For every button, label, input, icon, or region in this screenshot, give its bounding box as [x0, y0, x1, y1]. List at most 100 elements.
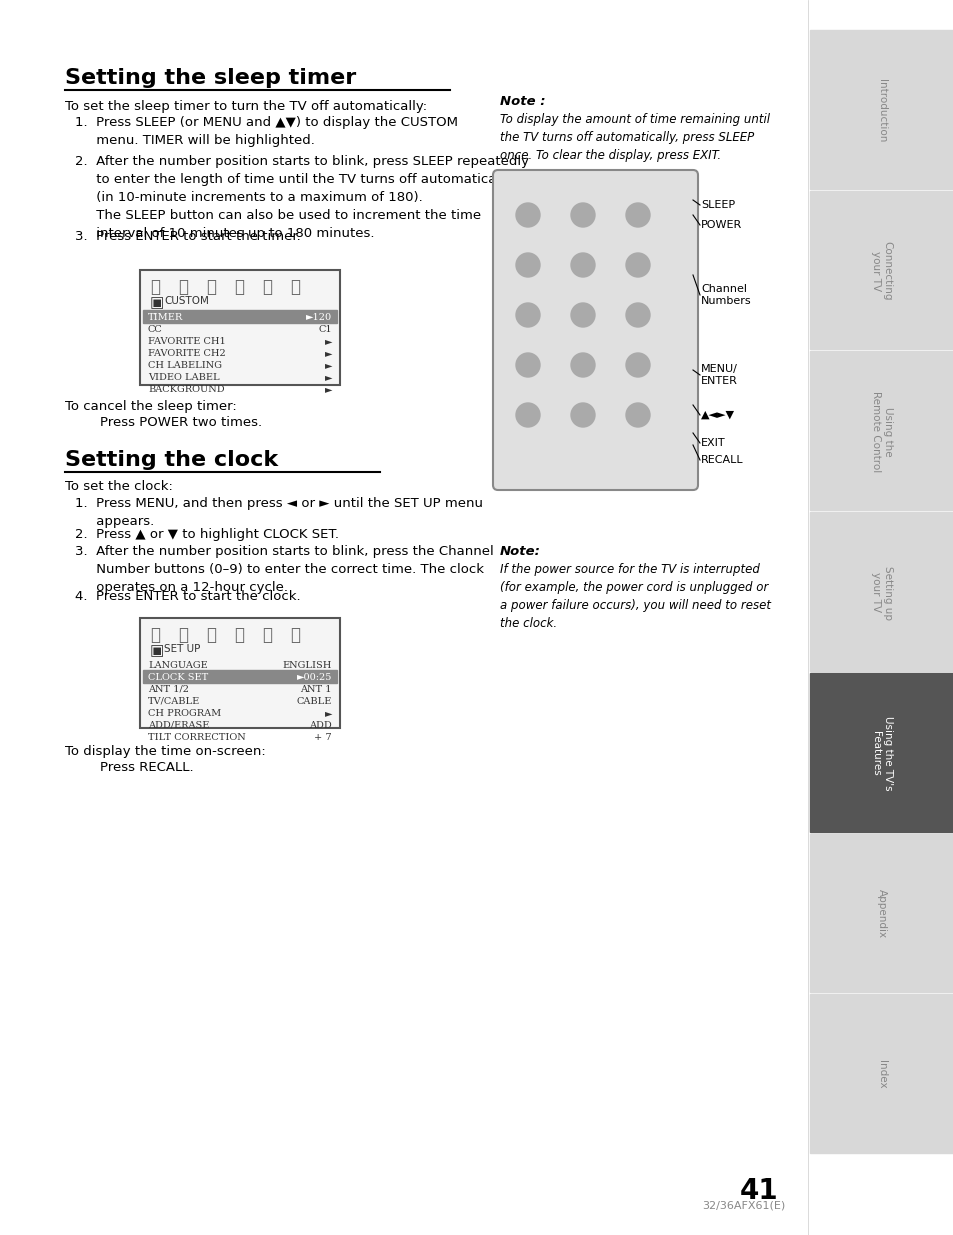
Text: FAVORITE CH1: FAVORITE CH1 — [148, 337, 226, 346]
Text: ▲◄►▼: ▲◄►▼ — [700, 410, 734, 420]
Text: SLEEP: SLEEP — [700, 200, 735, 210]
Text: C1: C1 — [318, 325, 332, 333]
Text: ▣: ▣ — [150, 643, 164, 658]
Text: 1.  Press MENU, and then press ◄ or ► until the SET UP menu
     appears.: 1. Press MENU, and then press ◄ or ► unt… — [75, 496, 482, 529]
FancyBboxPatch shape — [493, 170, 698, 490]
Bar — [809, 994, 953, 1153]
Bar — [143, 671, 336, 683]
Text: FAVORITE CH2: FAVORITE CH2 — [148, 350, 226, 358]
Circle shape — [625, 403, 649, 427]
Text: ⬜: ⬜ — [290, 278, 299, 296]
Text: To set the sleep timer to turn the TV off automatically:: To set the sleep timer to turn the TV of… — [65, 100, 427, 112]
Text: To cancel the sleep timer:: To cancel the sleep timer: — [65, 400, 236, 412]
Text: CUSTOM: CUSTOM — [164, 296, 209, 306]
Text: ANT 1: ANT 1 — [300, 685, 332, 694]
Bar — [143, 310, 336, 324]
Circle shape — [625, 303, 649, 327]
Text: ▣: ▣ — [150, 295, 164, 310]
Text: ⬜: ⬜ — [178, 278, 188, 296]
Text: CLOCK SET: CLOCK SET — [148, 673, 208, 682]
Bar — [809, 834, 953, 992]
Text: Using the
Remote Control: Using the Remote Control — [870, 391, 892, 473]
Circle shape — [516, 353, 539, 377]
Bar — [140, 270, 339, 385]
Text: ⬜: ⬜ — [233, 626, 244, 643]
Text: ⬜: ⬜ — [150, 278, 160, 296]
Text: Press RECALL.: Press RECALL. — [100, 761, 193, 774]
Text: ►: ► — [324, 361, 332, 370]
Text: If the power source for the TV is interrupted
(for example, the power cord is un: If the power source for the TV is interr… — [499, 563, 770, 630]
Bar — [809, 352, 953, 510]
Circle shape — [516, 253, 539, 277]
Text: To display the amount of time remaining until
the TV turns off automatically, pr: To display the amount of time remaining … — [499, 112, 769, 162]
Text: ►: ► — [324, 337, 332, 346]
Circle shape — [625, 353, 649, 377]
Text: Setting the clock: Setting the clock — [65, 450, 278, 471]
Text: 2.  After the number position starts to blink, press SLEEP repeatedly
     to en: 2. After the number position starts to b… — [75, 156, 529, 240]
Text: SET UP: SET UP — [164, 643, 200, 655]
Text: ADD/ERASE: ADD/ERASE — [148, 721, 209, 730]
Text: Note:: Note: — [499, 545, 540, 558]
Text: CC: CC — [148, 325, 163, 333]
Text: RECALL: RECALL — [700, 454, 742, 466]
Text: POWER: POWER — [700, 220, 741, 230]
Text: Appendix: Appendix — [876, 889, 886, 939]
Text: TILT CORRECTION: TILT CORRECTION — [148, 734, 246, 742]
Text: 2.  Press ▲ or ▼ to highlight CLOCK SET.: 2. Press ▲ or ▼ to highlight CLOCK SET. — [75, 529, 338, 541]
Circle shape — [516, 203, 539, 227]
Text: 3.  After the number position starts to blink, press the Channel
     Number but: 3. After the number position starts to b… — [75, 545, 494, 594]
Text: Connecting
your TV: Connecting your TV — [870, 241, 892, 301]
Text: ⬜: ⬜ — [178, 626, 188, 643]
Text: 3.  Press ENTER to start the timer.: 3. Press ENTER to start the timer. — [75, 230, 300, 243]
Bar — [809, 513, 953, 671]
Text: LANGUAGE: LANGUAGE — [148, 661, 208, 671]
Text: TIMER: TIMER — [148, 312, 183, 322]
Text: Introduction: Introduction — [876, 79, 886, 142]
Text: Note :: Note : — [499, 95, 545, 107]
Text: ⬜: ⬜ — [262, 278, 272, 296]
Text: Setting up
your TV: Setting up your TV — [870, 566, 892, 620]
Text: ANT 1/2: ANT 1/2 — [148, 685, 189, 694]
Text: To set the clock:: To set the clock: — [65, 480, 172, 493]
Bar — [809, 190, 953, 350]
Circle shape — [571, 303, 595, 327]
Text: ►: ► — [324, 385, 332, 394]
Text: MENU/
ENTER: MENU/ ENTER — [700, 364, 737, 385]
Text: ⬜: ⬜ — [150, 626, 160, 643]
Text: Using the TV's
Features: Using the TV's Features — [870, 716, 892, 790]
Text: Press POWER two times.: Press POWER two times. — [100, 416, 262, 429]
Text: ►: ► — [324, 373, 332, 382]
Text: TV/CABLE: TV/CABLE — [148, 697, 200, 706]
Text: ⬜: ⬜ — [206, 626, 215, 643]
Text: 41: 41 — [740, 1177, 778, 1205]
Circle shape — [571, 203, 595, 227]
Text: ⬜: ⬜ — [290, 626, 299, 643]
Text: ►00:25: ►00:25 — [296, 673, 332, 682]
Circle shape — [625, 253, 649, 277]
Text: CABLE: CABLE — [296, 697, 332, 706]
Text: ►120: ►120 — [306, 312, 332, 322]
Text: To display the time on-screen:: To display the time on-screen: — [65, 745, 266, 758]
Text: BACKGROUND: BACKGROUND — [148, 385, 224, 394]
Circle shape — [571, 353, 595, 377]
Text: CH LABELING: CH LABELING — [148, 361, 222, 370]
Text: ⬜: ⬜ — [233, 278, 244, 296]
Text: 1.  Press SLEEP (or MENU and ▲▼) to display the CUSTOM
     menu. TIMER will be : 1. Press SLEEP (or MENU and ▲▼) to displ… — [75, 116, 457, 147]
Text: EXIT: EXIT — [700, 438, 725, 448]
Text: Index: Index — [876, 1061, 886, 1089]
Text: VIDEO LABEL: VIDEO LABEL — [148, 373, 219, 382]
Text: ⬜: ⬜ — [262, 626, 272, 643]
Bar — [809, 673, 953, 831]
Text: ADD: ADD — [309, 721, 332, 730]
Text: + 7: + 7 — [314, 734, 332, 742]
Text: CH PROGRAM: CH PROGRAM — [148, 709, 221, 718]
Circle shape — [571, 253, 595, 277]
Text: ENGLISH: ENGLISH — [282, 661, 332, 671]
Text: ►: ► — [324, 350, 332, 358]
Circle shape — [516, 303, 539, 327]
Bar — [809, 30, 953, 189]
Text: ►: ► — [324, 709, 332, 718]
Text: 4.  Press ENTER to start the clock.: 4. Press ENTER to start the clock. — [75, 590, 300, 603]
Text: ⬜: ⬜ — [206, 278, 215, 296]
Text: Setting the sleep timer: Setting the sleep timer — [65, 68, 355, 88]
